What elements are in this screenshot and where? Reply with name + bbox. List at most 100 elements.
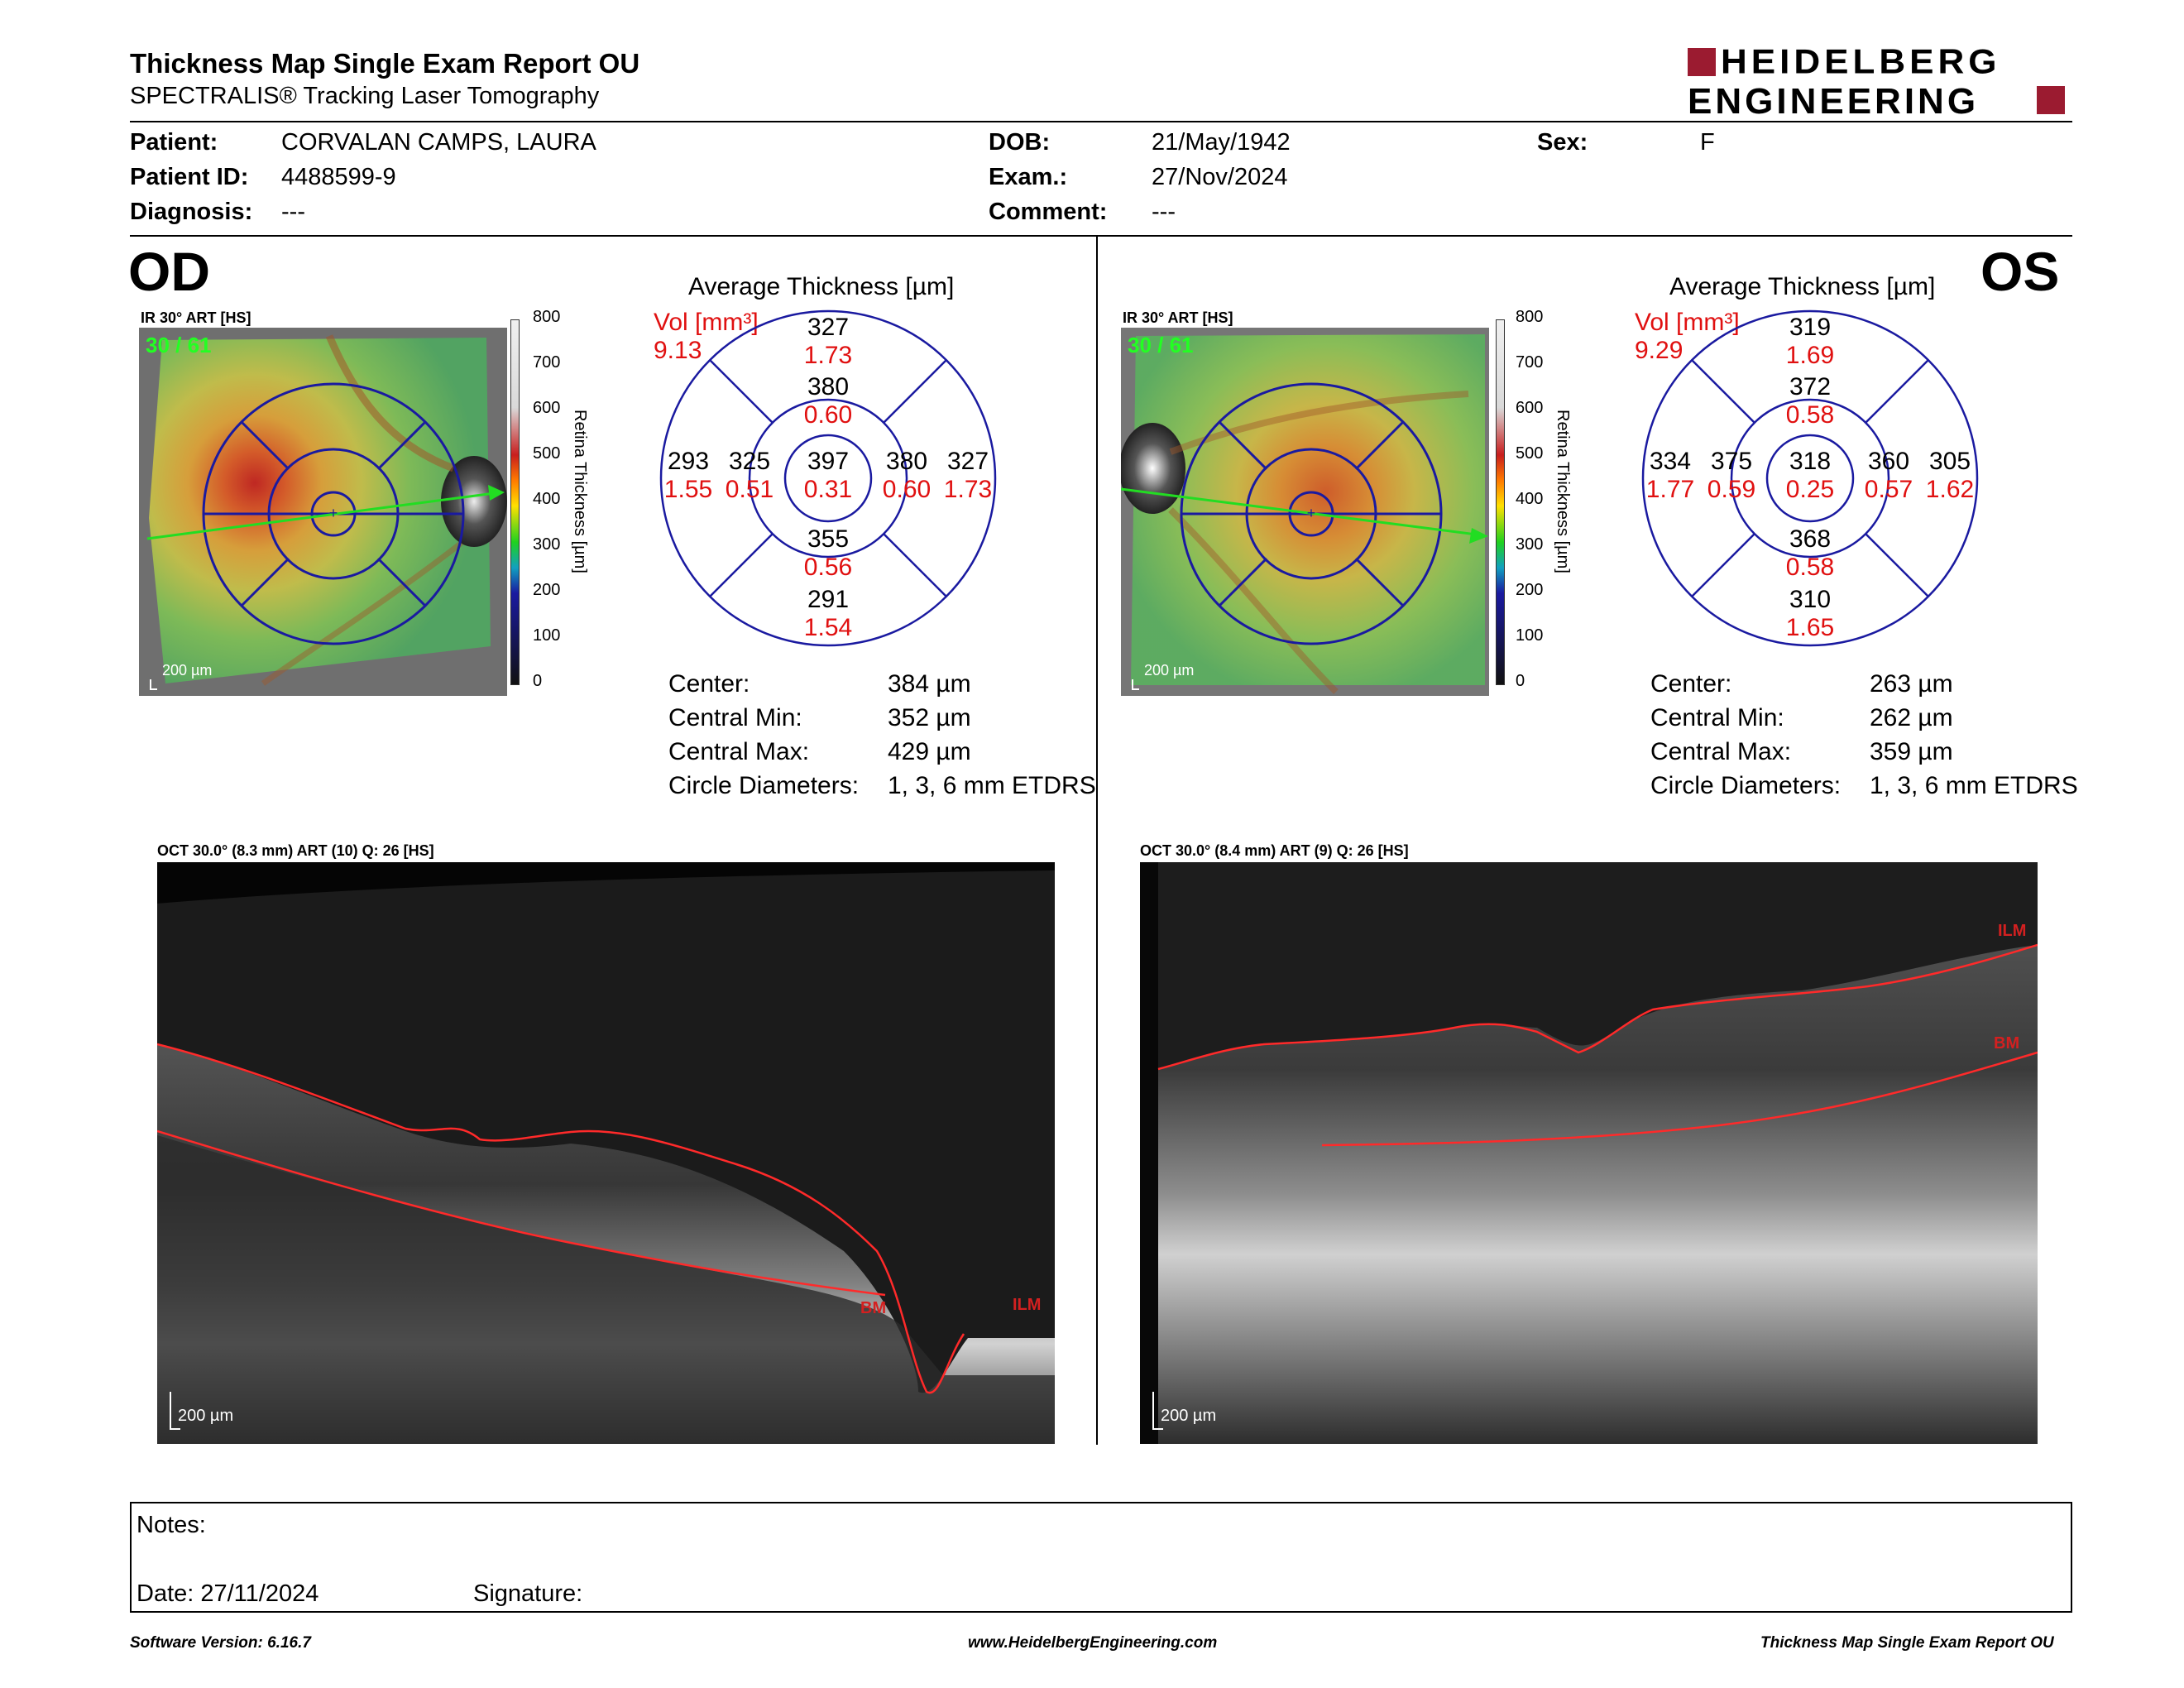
- os-tick-800: 800: [1516, 308, 1544, 326]
- od-bm-marker: BM: [860, 1299, 887, 1317]
- od-inner-sup-thickness: 380: [807, 373, 850, 400]
- od-tick-600: 600: [533, 399, 561, 417]
- patient-id-label: Patient ID:: [130, 164, 249, 190]
- od-etdrs-values: 327 1.73 380 0.60 397 0.31 355 0.56 291 1.54 …: [659, 309, 998, 648]
- notes-box[interactable]: Notes: Date: 27/11/2024 Signature:: [130, 1502, 2072, 1613]
- od-tick-400: 400: [533, 490, 561, 508]
- od-oct-scale-bar: 200 µm: [178, 1407, 234, 1425]
- dob-label: DOB:: [989, 129, 1051, 156]
- od-tick-500: 500: [533, 444, 561, 463]
- header-divider: [130, 121, 2072, 122]
- os-tick-200: 200: [1516, 581, 1544, 599]
- od-center-value: 384 µm: [888, 670, 971, 698]
- od-oct-label: OCT 30.0° (8.3 mm) ART (10) Q: 26 [HS]: [157, 842, 434, 859]
- od-min-value: 352 µm: [888, 704, 971, 731]
- od-thickness-map: + 30 / 61 200 µm: [139, 328, 507, 696]
- os-diam-label: Circle Diameters:: [1650, 772, 1842, 799]
- os-diam-value: 1, 3, 6 mm ETDRS: [1870, 772, 2078, 799]
- od-bm-line: [157, 1129, 886, 1297]
- date-label: Date: 27/11/2024: [136, 1580, 319, 1607]
- software-version: Software Version: 6.16.7: [130, 1634, 311, 1652]
- od-tick-100: 100: [533, 626, 561, 645]
- os-etdrs-values: 319 1.69 372 0.58 318 0.25 368 0.58 310 1.65 …: [1640, 309, 1980, 648]
- os-ir-label: IR 30° ART [HS]: [1123, 309, 1233, 326]
- od-inner-right-thickness: 380: [885, 448, 928, 475]
- os-center-value: 263 µm: [1870, 670, 1953, 698]
- os-inner-sup-thickness: 372: [1789, 373, 1832, 400]
- od-center-label: Center:: [668, 670, 750, 698]
- od-center-volume: 0.31: [803, 476, 853, 503]
- od-vol-value: 9.13: [654, 337, 702, 364]
- os-inner-inf-volume: 0.58: [1785, 554, 1835, 581]
- od-inner-left-thickness: 325: [728, 448, 771, 475]
- od-outer-right-thickness: 327: [946, 448, 989, 475]
- os-max-label: Central Max:: [1650, 738, 1792, 765]
- os-inner-inf-thickness: 368: [1789, 525, 1832, 553]
- os-outer-inf-volume: 1.65: [1785, 614, 1835, 641]
- od-ir-label: IR 30° ART [HS]: [141, 309, 251, 326]
- os-max-value: 359 µm: [1870, 738, 1953, 765]
- od-inner-inf-thickness: 355: [807, 525, 850, 553]
- sex-value: F: [1700, 129, 1715, 156]
- od-inner-right-volume: 0.60: [882, 476, 932, 503]
- os-inner-left-thickness: 375: [1710, 448, 1753, 475]
- os-center-thickness: 318: [1789, 448, 1832, 475]
- os-map-scale-bar: 200 µm: [1144, 662, 1194, 679]
- os-inner-sup-volume: 0.58: [1785, 401, 1835, 429]
- os-scale-ticks: 800 700 600 500 400 300 200 100 0: [1516, 308, 1565, 690]
- od-oct-bscan: BM ILM 200 µm: [157, 862, 1055, 1444]
- os-outer-sup-thickness: 319: [1789, 314, 1832, 341]
- patient-id: 4488599-9: [281, 164, 396, 190]
- od-center-thickness: 397: [807, 448, 850, 475]
- od-etdrs-chart: [659, 309, 997, 647]
- comment-label: Comment:: [989, 199, 1108, 225]
- sex-label: Sex:: [1537, 129, 1588, 156]
- os-scan-line: [1121, 487, 1478, 536]
- od-map-scale-bar: 200 µm: [162, 662, 212, 679]
- od-tick-200: 200: [533, 581, 561, 599]
- comment-value: ---: [1152, 199, 1176, 225]
- os-min-value: 262 µm: [1870, 704, 1953, 731]
- os-outer-sup-volume: 1.69: [1785, 342, 1835, 369]
- os-eye-label: OS: [1980, 241, 2060, 302]
- od-eye-label: OD: [128, 241, 210, 302]
- od-vol-label: Vol [mm³]: [654, 309, 759, 336]
- os-tick-500: 500: [1516, 444, 1544, 463]
- patient-name: CORVALAN CAMPS, LAURA: [281, 129, 596, 156]
- od-inner-sup-volume: 0.60: [803, 401, 853, 429]
- os-frame-count: 30 / 61: [1128, 333, 1194, 357]
- os-avg-title: Average Thickness [µm]: [1669, 273, 1936, 300]
- os-min-label: Central Min:: [1650, 704, 1784, 731]
- report-title: Thickness Map Single Exam Report OU: [130, 48, 640, 79]
- notes-label: Notes:: [136, 1512, 206, 1538]
- website-link[interactable]: www.HeidelbergEngineering.com: [968, 1634, 1218, 1652]
- heidelberg-logo: HEIDELBERG ENGINEERING: [1688, 42, 2068, 122]
- od-scale-ticks: 800 700 600 500 400 300 200 100 0: [533, 308, 582, 690]
- os-tick-300: 300: [1516, 535, 1544, 554]
- patient-label: Patient:: [130, 129, 218, 156]
- od-diam-label: Circle Diameters:: [668, 772, 860, 799]
- od-inner-left-volume: 0.51: [725, 476, 774, 503]
- os-scale-title: Retina Thickness [µm]: [1554, 410, 1572, 573]
- od-outer-inf-thickness: 291: [807, 586, 850, 613]
- os-bm-line: [1321, 1051, 2038, 1147]
- od-frame-count: 30 / 61: [146, 333, 212, 357]
- os-thickness-map: + 30 / 61 200 µm: [1121, 328, 1489, 696]
- od-ilm-line: [157, 1043, 965, 1394]
- logo-square-top: [1688, 48, 1716, 76]
- od-avg-title: Average Thickness [µm]: [688, 273, 955, 300]
- od-etdrs-grid: [202, 382, 465, 645]
- os-outer-left-thickness: 334: [1649, 448, 1692, 475]
- os-tick-400: 400: [1516, 490, 1544, 508]
- os-tick-100: 100: [1516, 626, 1544, 645]
- od-max-label: Central Max:: [668, 738, 810, 765]
- od-inner-inf-volume: 0.56: [803, 554, 853, 581]
- os-center-volume: 0.25: [1785, 476, 1835, 503]
- diagnosis-label: Diagnosis:: [130, 199, 253, 225]
- od-thickness-overlay: [149, 338, 491, 683]
- os-tick-0: 0: [1516, 672, 1525, 690]
- od-tick-800: 800: [533, 308, 561, 326]
- diagnosis-value: ---: [281, 199, 305, 225]
- patient-divider: [130, 235, 2072, 237]
- logo-line-2: ENGINEERING: [1688, 81, 1980, 122]
